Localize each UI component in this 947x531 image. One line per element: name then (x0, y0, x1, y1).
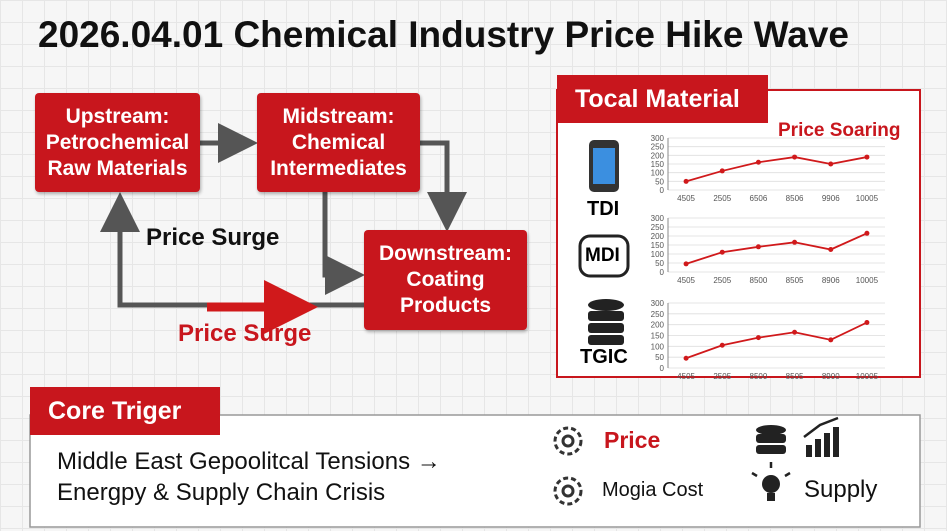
core-text: Middle East Gepoolitcal Tensions → Energp… (57, 446, 441, 508)
box-line: Products (399, 294, 491, 317)
x-tick-label: 8506 (786, 194, 804, 203)
annotation: Price Soaring (778, 120, 901, 141)
box-line: Chemical (291, 130, 386, 154)
x-tick-label: 2505 (713, 194, 731, 203)
y-tick-label: 250 (651, 310, 665, 319)
y-tick-label: 150 (651, 160, 665, 169)
x-tick-label: 8505 (786, 372, 804, 381)
x-tick-label: 10005 (856, 194, 879, 203)
y-tick-label: 150 (651, 332, 665, 341)
y-tick-label: 50 (655, 353, 664, 362)
price-line (685, 156, 868, 183)
point (719, 342, 725, 348)
point (755, 335, 761, 341)
point (719, 249, 725, 255)
y-tick-label: 250 (651, 223, 665, 232)
x-tick-label: 8500 (750, 372, 768, 381)
y-tick-label: 200 (651, 151, 665, 160)
x-tick-label: 8900 (822, 372, 840, 381)
flow-label: Price Surge (146, 224, 280, 251)
y-tick-label: 200 (651, 232, 665, 241)
price-line (685, 321, 868, 360)
y-tick-label: 100 (651, 342, 665, 351)
material-label: TGIC (580, 346, 628, 368)
price-line (685, 232, 868, 265)
point (719, 168, 725, 174)
point (864, 230, 870, 236)
y-tick-label: 250 (651, 143, 665, 152)
x-tick-label: 9906 (822, 194, 840, 203)
downstream-box: Downstream: Coating Products (364, 230, 527, 330)
x-tick-label: 2505 (713, 276, 731, 285)
point (828, 161, 834, 167)
bulb-icon (751, 462, 791, 501)
x-tick-label: 8500 (750, 276, 768, 285)
phone-icon (589, 140, 619, 192)
point (792, 154, 798, 160)
y-tick-label: 0 (660, 268, 665, 277)
x-tick-label: 6506 (750, 194, 768, 203)
y-tick-label: 0 (660, 364, 665, 373)
point (792, 329, 798, 335)
box-line: Intermediates (270, 156, 407, 180)
y-tick-label: 100 (651, 250, 665, 259)
box-line: Midstream: (282, 104, 395, 128)
y-tick-label: 150 (651, 241, 665, 250)
point (864, 154, 870, 160)
point (828, 337, 834, 343)
mdi-icon (578, 234, 630, 278)
x-tick-label: 4505 (677, 194, 695, 203)
y-tick-label: 0 (660, 186, 665, 195)
gear-icons (553, 426, 583, 506)
point (828, 247, 834, 252)
db-icon (588, 299, 624, 345)
point (792, 239, 798, 245)
core-title: Core Triger (30, 387, 220, 435)
page-title: 2026.04.01 Chemical Industry Price Hike … (38, 14, 850, 55)
db-small-icon (756, 425, 786, 454)
point (683, 355, 689, 361)
x-tick-label: 10005 (856, 276, 879, 285)
point (683, 178, 689, 184)
y-tick-label: 300 (651, 214, 665, 223)
flow-label: Price Surge (178, 320, 312, 347)
panel-title: Tocal Material (557, 75, 768, 123)
factor: Mogia Cost (602, 479, 704, 501)
midstream-box: Midstream: Chemical Intermediates (257, 93, 420, 192)
x-tick-label: 8906 (822, 276, 840, 285)
point (755, 244, 761, 250)
y-tick-label: 50 (655, 259, 664, 268)
y-tick-label: 300 (651, 134, 665, 143)
point (864, 320, 870, 325)
x-tick-label: 2505 (713, 372, 731, 381)
y-tick-label: 300 (651, 299, 665, 308)
x-tick-label: 4505 (677, 276, 695, 285)
box-line: Downstream: (378, 242, 513, 265)
core-line: Energpy & Supply Chain Crisis (57, 479, 386, 506)
core-line: Middle East Gepoolitcal Tensions → (57, 448, 441, 475)
x-tick-label: 10005 (856, 372, 879, 381)
material-label: MDI (585, 245, 620, 266)
upstream-box: Upstream: Petrochemical Raw Materials (35, 93, 200, 192)
y-tick-label: 100 (651, 169, 665, 178)
box-line: Petrochemical (45, 130, 190, 154)
factor: Supply (804, 476, 878, 503)
x-tick-label: 4505 (677, 372, 695, 381)
y-tick-label: 50 (655, 177, 664, 186)
box-line: Raw Materials (47, 156, 188, 180)
box-line: Coating (406, 268, 485, 291)
factor: Price (604, 427, 661, 453)
growth-icon (803, 416, 839, 457)
point (683, 261, 689, 267)
point (755, 159, 761, 165)
x-tick-label: 8505 (786, 276, 804, 285)
material-label: TDI (587, 198, 620, 220)
box-line: Upstream: (65, 104, 170, 128)
y-tick-label: 200 (651, 321, 665, 330)
